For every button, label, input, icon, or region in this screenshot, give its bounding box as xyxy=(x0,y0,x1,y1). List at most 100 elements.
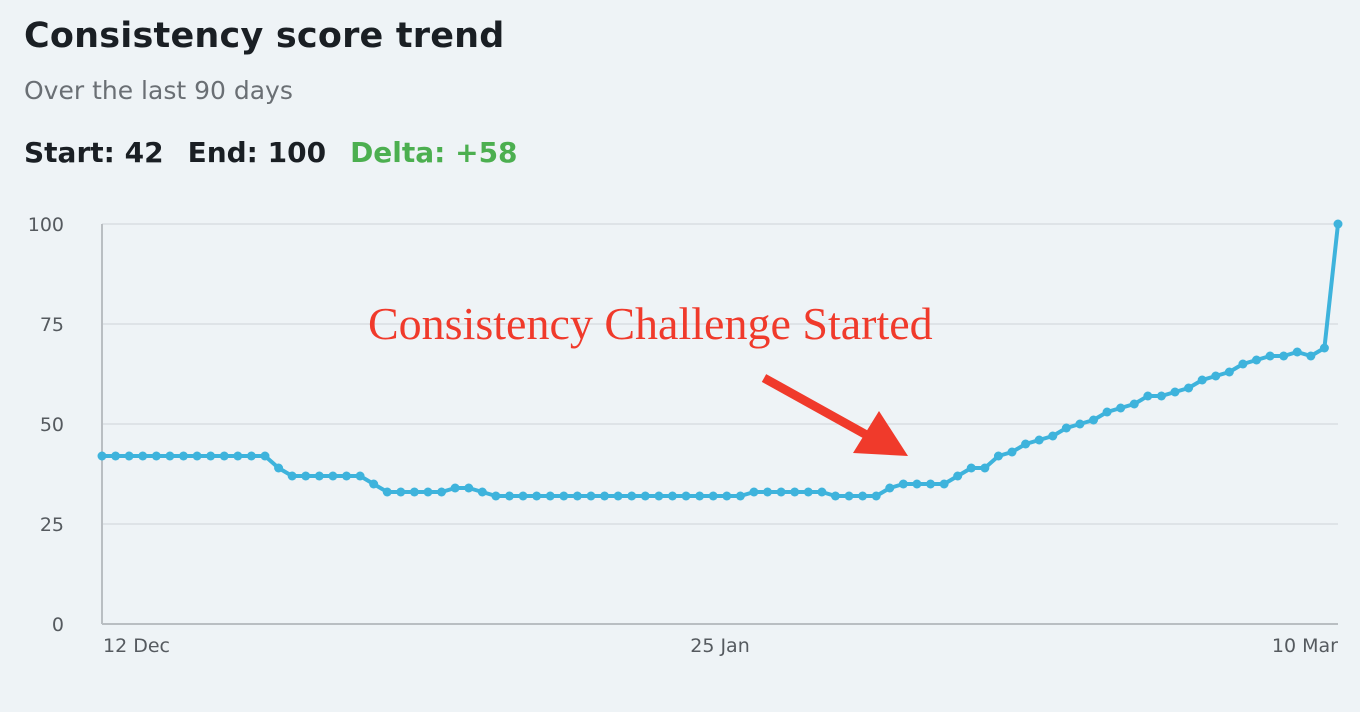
data-point xyxy=(912,479,922,489)
data-point xyxy=(274,463,284,473)
data-point xyxy=(287,471,297,481)
annotation-text: Consistency Challenge Started xyxy=(368,298,933,349)
data-point xyxy=(301,471,311,481)
data-point xyxy=(1034,435,1044,445)
data-point xyxy=(830,491,840,501)
data-point xyxy=(246,451,256,461)
data-point xyxy=(749,487,759,497)
data-point xyxy=(206,451,216,461)
data-point xyxy=(1238,359,1248,369)
data-point xyxy=(314,471,324,481)
series-line xyxy=(102,223,1340,498)
data-point xyxy=(260,451,270,461)
data-point xyxy=(600,491,610,501)
data-point xyxy=(1184,383,1194,393)
data-point xyxy=(695,491,705,501)
data-point xyxy=(1279,351,1289,361)
data-point xyxy=(1319,343,1329,353)
data-point xyxy=(898,479,908,489)
data-point xyxy=(708,491,718,501)
data-point xyxy=(1170,387,1180,397)
series-points xyxy=(97,219,1343,501)
data-point xyxy=(1061,423,1071,433)
annotation-arrow-shaft xyxy=(761,374,875,442)
data-point xyxy=(817,487,827,497)
data-point xyxy=(1306,351,1316,361)
data-point xyxy=(437,487,447,497)
data-point xyxy=(1007,447,1017,457)
data-point xyxy=(627,491,637,501)
data-point xyxy=(844,491,854,501)
y-tick-labels: 0 25 50 75 100 xyxy=(28,214,64,636)
data-point xyxy=(124,451,134,461)
data-point xyxy=(111,451,121,461)
data-point xyxy=(328,471,338,481)
data-point xyxy=(885,483,895,493)
x-tick-labels: 12 Dec 25 Jan 10 Mar xyxy=(103,635,1338,657)
data-point xyxy=(722,491,732,501)
data-point xyxy=(1197,375,1207,385)
data-point xyxy=(1089,415,1099,425)
chart-subtitle: Over the last 90 days xyxy=(24,76,293,105)
data-point xyxy=(97,451,107,461)
x-tick-label: 25 Jan xyxy=(690,635,750,657)
data-point xyxy=(491,491,501,501)
data-point xyxy=(1075,419,1085,429)
data-point xyxy=(409,487,419,497)
grid-lines xyxy=(102,223,1338,525)
data-point xyxy=(667,491,677,501)
y-tick-label: 75 xyxy=(40,314,64,336)
data-point xyxy=(681,491,691,501)
data-point xyxy=(423,487,433,497)
end-stat: End: 100 xyxy=(187,136,327,169)
data-point xyxy=(545,491,555,501)
y-tick-label: 25 xyxy=(40,514,64,536)
data-point xyxy=(477,487,487,497)
data-point xyxy=(504,491,514,501)
data-point xyxy=(151,451,161,461)
delta-stat: Delta: +58 xyxy=(350,136,518,169)
data-point xyxy=(1265,351,1275,361)
data-point xyxy=(1292,347,1302,357)
data-point xyxy=(559,491,569,501)
data-point xyxy=(464,483,474,493)
data-point xyxy=(1224,367,1234,377)
data-point xyxy=(966,463,976,473)
data-point xyxy=(178,451,188,461)
start-stat: Start: 42 xyxy=(24,136,164,169)
stats-row: Start: 42 End: 100 Delta: +58 xyxy=(24,136,542,169)
data-point xyxy=(1129,399,1139,409)
data-point xyxy=(613,491,623,501)
data-point xyxy=(763,487,773,497)
data-point xyxy=(396,487,406,497)
axes xyxy=(101,224,1338,625)
data-point xyxy=(1021,439,1031,449)
data-point xyxy=(858,491,868,501)
data-point xyxy=(871,491,881,501)
data-point xyxy=(1252,355,1262,365)
data-point xyxy=(1143,391,1153,401)
data-point xyxy=(980,463,990,473)
data-point xyxy=(369,479,379,489)
data-point xyxy=(355,471,365,481)
data-point xyxy=(803,487,813,497)
data-point xyxy=(572,491,582,501)
data-point xyxy=(341,471,351,481)
data-point xyxy=(993,451,1003,461)
data-point xyxy=(233,451,243,461)
data-point xyxy=(586,491,596,501)
y-tick-label: 50 xyxy=(40,414,64,436)
data-point xyxy=(219,451,229,461)
annotation-arrow xyxy=(761,374,908,456)
data-point xyxy=(1116,403,1126,413)
data-point xyxy=(138,451,148,461)
data-point xyxy=(790,487,800,497)
data-point xyxy=(776,487,786,497)
data-point xyxy=(450,483,460,493)
data-point xyxy=(1333,219,1343,229)
data-point xyxy=(1211,371,1221,381)
data-point xyxy=(1048,431,1058,441)
x-tick-label: 10 Mar xyxy=(1272,635,1338,657)
y-tick-label: 100 xyxy=(28,214,64,236)
x-tick-label: 12 Dec xyxy=(103,635,170,657)
